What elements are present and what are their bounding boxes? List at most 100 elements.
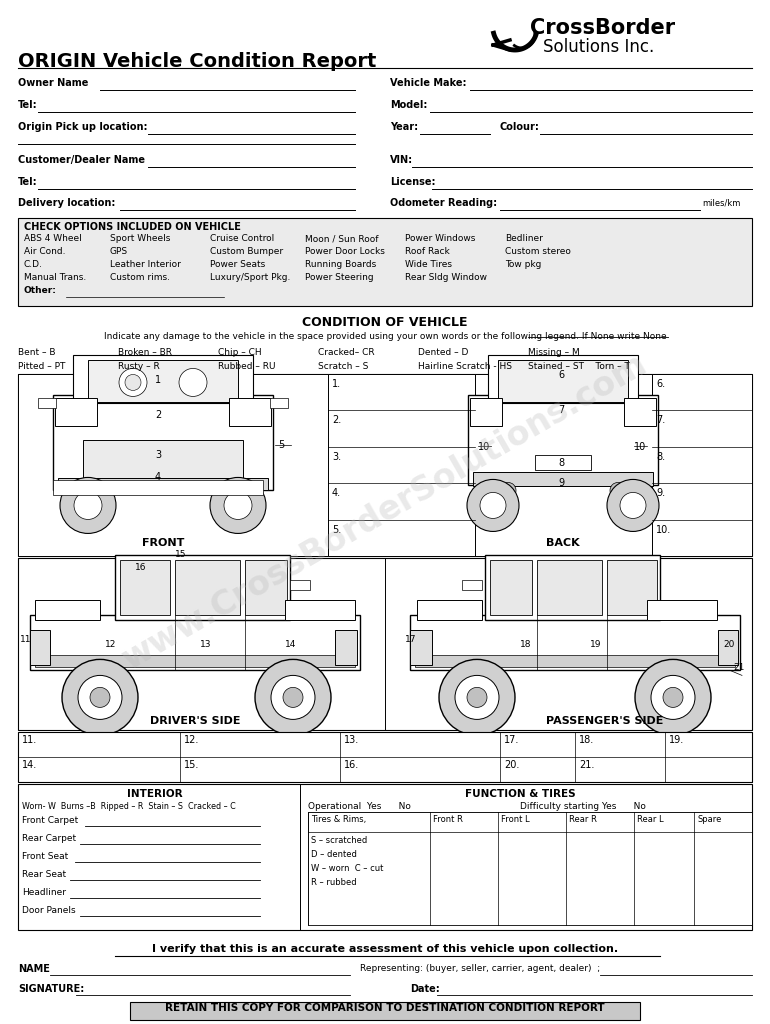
Text: Solutions Inc.: Solutions Inc.	[543, 38, 654, 56]
Bar	[490, 560, 532, 615]
Text: Spare: Spare	[697, 815, 721, 824]
Bar	[18, 784, 752, 930]
Text: 9: 9	[558, 478, 564, 488]
Text: www.CrossBorderSolutions.com: www.CrossBorderSolutions.com	[117, 348, 653, 676]
Text: ORIGIN Vehicle Condition Report: ORIGIN Vehicle Condition Report	[18, 52, 377, 71]
Text: Wide Tires: Wide Tires	[405, 260, 452, 269]
Text: Hairline Scratch - HS: Hairline Scratch - HS	[418, 362, 512, 371]
Bar	[468, 395, 658, 485]
Circle shape	[439, 659, 515, 735]
Text: Cracked– CR: Cracked– CR	[318, 348, 375, 357]
Bar	[53, 480, 263, 496]
Bar	[718, 631, 738, 666]
Circle shape	[455, 676, 499, 720]
Circle shape	[635, 659, 711, 735]
Text: Sport Wheels: Sport Wheels	[110, 234, 170, 243]
Text: C.D.: C.D.	[24, 260, 43, 269]
Bar	[537, 560, 602, 615]
Circle shape	[607, 479, 659, 531]
Text: 16.: 16.	[344, 760, 360, 770]
Bar	[462, 581, 482, 591]
Text: CHECK OPTIONS INCLUDED ON VEHICLE: CHECK OPTIONS INCLUDED ON VEHICLE	[24, 222, 241, 232]
Bar	[410, 631, 432, 666]
Bar	[115, 555, 290, 621]
Circle shape	[60, 477, 116, 534]
Text: Other:: Other:	[24, 286, 57, 295]
Text: 19.: 19.	[669, 735, 685, 745]
Bar	[30, 615, 360, 671]
Text: 3.: 3.	[332, 452, 341, 462]
Circle shape	[500, 482, 516, 499]
Text: Custom stereo: Custom stereo	[505, 247, 571, 256]
Bar	[470, 398, 502, 426]
Text: Colour:: Colour:	[500, 122, 540, 132]
Text: Tires & Rims,: Tires & Rims,	[311, 815, 367, 824]
Text: 21: 21	[733, 664, 745, 673]
Text: GPS: GPS	[110, 247, 128, 256]
Bar	[485, 555, 660, 621]
Circle shape	[651, 676, 695, 720]
Bar	[88, 360, 238, 402]
Circle shape	[467, 687, 487, 708]
Text: 2.: 2.	[332, 416, 341, 425]
Text: 14.: 14.	[22, 760, 37, 770]
Bar	[285, 600, 355, 621]
Bar	[308, 812, 752, 831]
Text: Rear Seat: Rear Seat	[22, 870, 66, 879]
Text: 20: 20	[723, 640, 735, 649]
Bar	[18, 374, 752, 556]
Text: W – worn  C – cut: W – worn C – cut	[311, 864, 383, 873]
Text: 5: 5	[278, 440, 284, 451]
Text: 11.: 11.	[22, 735, 37, 745]
Text: Worn- W  Burns –B  Ripped – R  Stain – S  Cracked – C: Worn- W Burns –B Ripped – R Stain – S Cr…	[22, 802, 236, 811]
Text: 2: 2	[155, 411, 161, 421]
Text: FUNCTION & TIRES: FUNCTION & TIRES	[464, 790, 575, 799]
Text: License:: License:	[390, 177, 436, 187]
Circle shape	[283, 687, 303, 708]
Text: Model:: Model:	[390, 100, 427, 110]
Bar	[290, 581, 310, 591]
Text: 1.: 1.	[332, 379, 341, 389]
Circle shape	[210, 477, 266, 534]
Text: Rusty – R: Rusty – R	[118, 362, 159, 371]
Text: Front R: Front R	[433, 815, 463, 824]
Bar	[55, 398, 97, 426]
Bar	[130, 1002, 640, 1020]
Circle shape	[90, 687, 110, 708]
Text: 16: 16	[135, 563, 146, 572]
Text: Rear Carpet: Rear Carpet	[22, 834, 76, 843]
Text: 8: 8	[558, 459, 564, 468]
Text: Manual Trans.: Manual Trans.	[24, 273, 86, 282]
Bar	[535, 456, 591, 470]
Text: 9.: 9.	[656, 488, 665, 499]
Text: Owner Name: Owner Name	[18, 78, 89, 88]
Text: 17: 17	[405, 636, 417, 644]
Text: Dented – D: Dented – D	[418, 348, 468, 357]
Bar	[18, 732, 752, 782]
Text: 6.: 6.	[656, 379, 665, 389]
Text: 7.: 7.	[656, 416, 665, 425]
Text: Odometer Reading:: Odometer Reading:	[390, 198, 497, 208]
Bar	[624, 398, 656, 426]
Bar	[647, 600, 717, 621]
Bar	[328, 374, 475, 556]
Text: I verify that this is an accurate assessment of this vehicle upon collection.: I verify that this is an accurate assess…	[152, 944, 618, 954]
Text: Power Steering: Power Steering	[305, 273, 373, 282]
Bar	[229, 398, 271, 426]
Bar	[35, 655, 355, 668]
Text: Rear Sldg Window: Rear Sldg Window	[405, 273, 487, 282]
Text: S – scratched: S – scratched	[311, 836, 367, 845]
Bar	[335, 631, 357, 666]
Text: RETAIN THIS COPY FOR COMPARISON TO DESTINATION CONDITION REPORT: RETAIN THIS COPY FOR COMPARISON TO DESTI…	[166, 1002, 604, 1013]
Bar	[270, 398, 288, 409]
Circle shape	[62, 659, 138, 735]
Text: Door Panels: Door Panels	[22, 906, 75, 915]
Text: 19: 19	[590, 640, 601, 649]
Text: 10: 10	[478, 442, 490, 453]
Text: SIGNATURE:: SIGNATURE:	[18, 984, 84, 994]
Text: Origin Pick up location:: Origin Pick up location:	[18, 122, 148, 132]
Text: 18.: 18.	[579, 735, 594, 745]
Text: 1: 1	[155, 376, 161, 385]
Text: Difficulty starting Yes      No: Difficulty starting Yes No	[520, 802, 646, 811]
Text: CrossBorder: CrossBorder	[530, 18, 675, 38]
